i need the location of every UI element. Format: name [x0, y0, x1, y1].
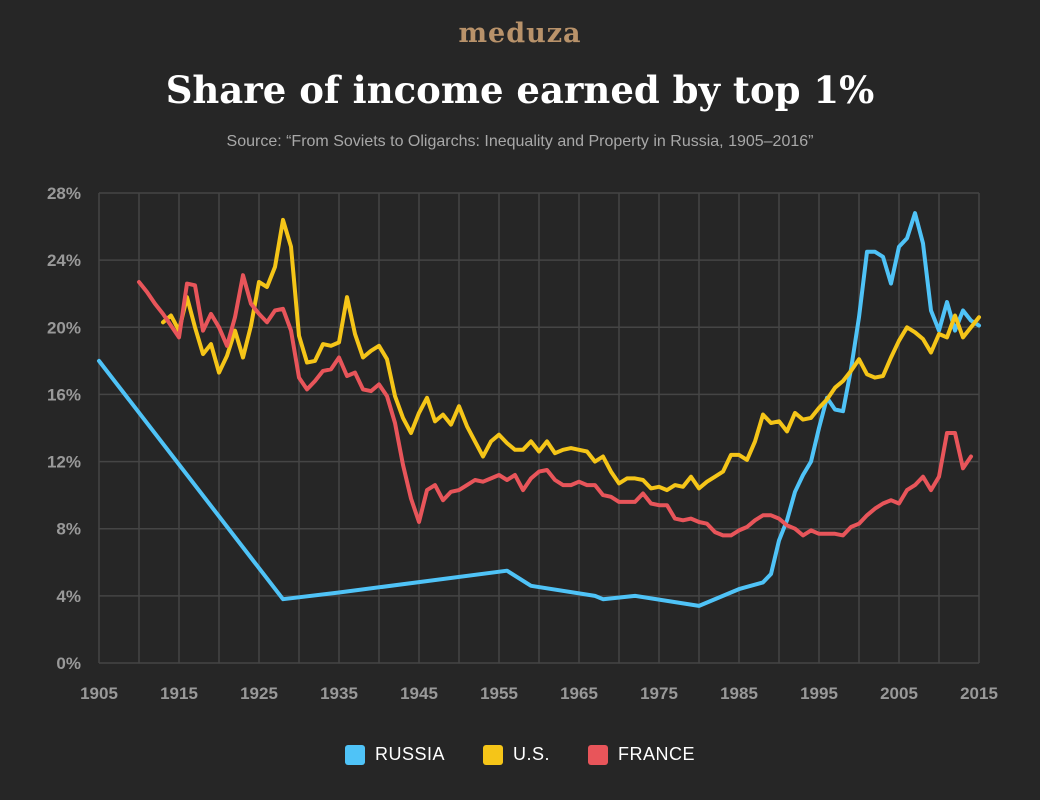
x-tick-label: 1935	[320, 684, 358, 703]
series-line-us	[161, 217, 981, 493]
series-line-russia	[97, 211, 981, 608]
meduza-logo: meduza	[458, 18, 582, 49]
legend-swatch-russia	[344, 744, 365, 765]
legend-label-us: U.S.	[513, 744, 551, 764]
x-tick-label: 2015	[960, 684, 998, 703]
y-tick-label: 20%	[47, 318, 81, 337]
series-line-france	[137, 273, 973, 538]
legend-item-us: U.S.	[483, 744, 550, 765]
x-tick-label: 1975	[640, 684, 678, 703]
x-tick-label: 1945	[400, 684, 438, 703]
legend-item-france: FRANCE	[588, 744, 695, 765]
y-tick-label: 28%	[47, 184, 81, 203]
legend-label-france: FRANCE	[618, 744, 696, 764]
y-tick-label: 24%	[47, 251, 81, 270]
x-tick-label: 2005	[880, 684, 918, 703]
legend-swatch-france	[588, 744, 609, 765]
legend-label-russia: RUSSIA	[374, 744, 445, 764]
x-tick-label: 1995	[800, 684, 838, 703]
x-tick-label: 1925	[240, 684, 278, 703]
chart-subtitle: Source: “From Soviets to Oligarchs: Ineq…	[226, 133, 814, 150]
x-tick-label: 1905	[80, 684, 118, 703]
chart-title: Share of income earned by top 1%	[165, 68, 875, 112]
y-tick-label: 4%	[56, 587, 81, 606]
x-tick-label: 1965	[560, 684, 598, 703]
x-tick-label: 1955	[480, 684, 518, 703]
legend: RUSSIA U.S. FRANCE	[0, 744, 1040, 765]
legend-item-russia: RUSSIA	[344, 744, 445, 765]
x-tick-label: 1915	[160, 684, 198, 703]
x-tick-label: 1985	[720, 684, 758, 703]
y-tick-label: 16%	[47, 385, 81, 404]
legend-swatch-us	[483, 744, 503, 765]
y-tick-label: 0%	[56, 654, 81, 673]
y-tick-label: 8%	[56, 520, 81, 539]
y-tick-label: 12%	[47, 453, 81, 472]
